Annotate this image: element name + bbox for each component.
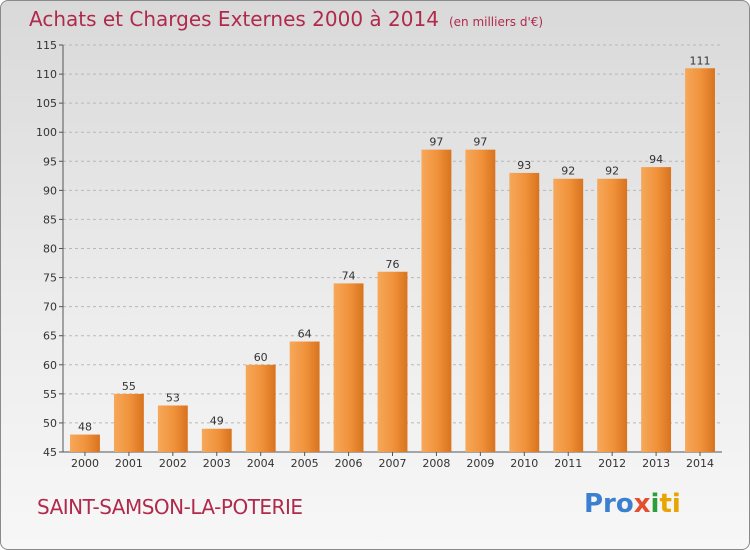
y-tick-label: 80 [43,243,57,256]
y-tick-label: 90 [43,184,57,197]
proxiti-logo[interactable]: Proxiti [584,489,681,519]
data-label-2004: 60 [254,351,268,364]
bars [70,68,715,452]
chart-subtitle: (en milliers d'€) [448,15,544,29]
x-tick-label-2012: 2012 [598,457,626,470]
x-tick-label-2005: 2005 [291,457,319,470]
x-axis-ticks: 2000 2001 2002 2003 2004 2005 2006 2007 2008 2009… [71,457,714,470]
data-label-2013: 94 [649,153,663,166]
data-labels: 48 55 53 49 60 64 74 76 97 97 93 92 92 94 111 [78,54,711,433]
x-tick-label-2003: 2003 [203,457,231,470]
y-tick-label: 60 [43,359,57,372]
data-label-2006: 74 [342,269,356,282]
data-label-2009: 97 [473,136,487,149]
bar-2001 [113,393,144,452]
commune-name: SAINT-SAMSON-LA-POTERIE [37,495,303,519]
data-label-2002: 53 [166,391,180,404]
data-label-2001: 55 [122,380,136,393]
x-tick-label-2002: 2002 [159,457,187,470]
logo-part-3: i [650,489,660,519]
data-label-2011: 92 [561,165,575,178]
x-tick-label-2004: 2004 [247,457,275,470]
y-tick-label: 115 [36,39,57,52]
data-label-2007: 76 [386,258,400,271]
y-tick-label: 100 [36,126,57,139]
bar-2003 [201,428,232,452]
y-tick-label: 105 [36,97,57,110]
bar-2012 [597,178,628,452]
y-tick-label: 45 [43,446,57,459]
x-tick-label-2014: 2014 [686,457,714,470]
x-tick-label-2006: 2006 [335,457,363,470]
y-tick-label: 95 [43,155,57,168]
y-tick-label: 50 [43,417,57,430]
bar-2005 [289,341,320,452]
bar-2007 [377,271,408,452]
logo-part-1: Pro [584,489,634,519]
data-label-2008: 97 [429,136,443,149]
y-tick-label: 65 [43,330,57,343]
data-label-2014: 111 [690,54,711,67]
bar-2000 [70,434,100,452]
y-tick-label: 55 [43,388,57,401]
y-axis-ticks: 45 50 55 60 65 70 75 80 85 90 95 100 105 110 115 [36,39,57,459]
x-tick-label-2011: 2011 [554,457,582,470]
x-tick-label-2013: 2013 [642,457,670,470]
data-label-2010: 93 [517,159,531,172]
x-tick-label-2010: 2010 [510,457,538,470]
y-tick-label: 85 [43,213,57,226]
logo-part-4: ti [659,489,681,519]
bar-2002 [157,405,188,452]
x-tick-label-2007: 2007 [379,457,407,470]
logo-part-2: x [633,489,651,519]
chart-title: Achats et Charges Externes 2000 à 2014 (e… [29,7,543,31]
data-label-2005: 64 [298,328,312,341]
bar-2006 [333,283,364,452]
bar-2009 [465,149,496,452]
data-label-2012: 92 [605,165,619,178]
bar-2004 [245,364,276,452]
bar-2008 [421,149,452,452]
x-tick-label-2008: 2008 [422,457,450,470]
y-tick-label: 75 [43,272,57,285]
bar-2013 [641,167,672,452]
bar-2011 [553,178,584,452]
y-tick-label: 70 [43,301,57,314]
chart-title-text: Achats et Charges Externes 2000 à 2014 [29,7,439,31]
data-label-2000: 48 [78,421,92,434]
y-tick-label: 110 [36,68,57,81]
x-tick-label-2001: 2001 [115,457,143,470]
data-label-2003: 49 [210,415,224,428]
x-tick-label-2009: 2009 [466,457,494,470]
bar-2010 [509,172,540,452]
bar-2014 [685,68,715,452]
x-tick-label-2000: 2000 [71,457,99,470]
